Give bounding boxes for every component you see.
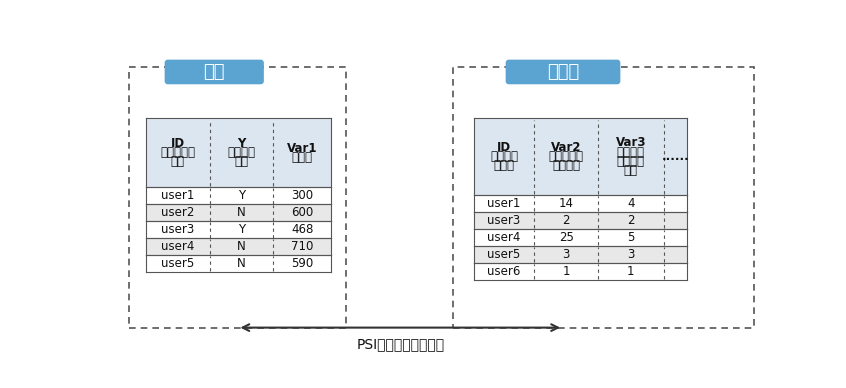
Text: 25: 25: [558, 231, 574, 244]
Text: 5: 5: [627, 231, 634, 244]
Bar: [146, 238, 332, 255]
Text: Y: Y: [238, 189, 245, 203]
Text: PSI技术匹配交集客户: PSI技术匹配交集客户: [356, 337, 444, 351]
Bar: [146, 187, 332, 204]
Text: user2: user2: [161, 206, 195, 219]
Text: Var3: Var3: [616, 137, 646, 149]
Text: user4: user4: [161, 240, 195, 253]
Text: N: N: [237, 206, 245, 219]
Text: user4: user4: [487, 231, 521, 244]
Text: 别号: 别号: [171, 156, 184, 168]
FancyBboxPatch shape: [506, 60, 620, 84]
Text: 次数: 次数: [624, 164, 638, 177]
Text: 590: 590: [291, 257, 313, 270]
Bar: [146, 204, 332, 221]
Bar: [474, 246, 687, 263]
Bar: [474, 212, 687, 229]
Text: 300: 300: [291, 189, 313, 203]
Text: N: N: [237, 240, 245, 253]
Text: 运营商: 运营商: [547, 63, 580, 81]
Text: 识别号: 识别号: [493, 159, 514, 172]
Text: ID: ID: [171, 137, 185, 150]
Bar: [146, 255, 332, 272]
Text: Y: Y: [238, 223, 245, 236]
Text: 4: 4: [627, 197, 634, 210]
Text: 近七天通话: 近七天通话: [548, 150, 584, 163]
Bar: [474, 118, 687, 195]
Text: user6: user6: [487, 265, 521, 278]
Text: 近三个月: 近三个月: [617, 146, 645, 159]
Text: user3: user3: [162, 223, 195, 236]
Text: 710: 710: [291, 240, 313, 253]
Text: 接入电话: 接入电话: [617, 155, 645, 168]
Bar: [146, 118, 332, 187]
Text: 客户唯一: 客户唯一: [490, 150, 518, 163]
Text: 14: 14: [558, 197, 574, 210]
Text: Var2: Var2: [551, 141, 581, 154]
FancyBboxPatch shape: [165, 60, 264, 84]
Text: ......: ......: [662, 150, 689, 163]
Text: Y: Y: [237, 137, 245, 150]
Text: 3: 3: [627, 248, 634, 261]
Bar: [453, 67, 754, 328]
Bar: [474, 229, 687, 246]
Text: user5: user5: [162, 257, 195, 270]
Text: N: N: [237, 257, 245, 270]
Bar: [474, 263, 687, 280]
Text: user1: user1: [161, 189, 195, 203]
Text: ID: ID: [497, 141, 511, 154]
Text: 2: 2: [627, 214, 634, 227]
Text: 600: 600: [291, 206, 313, 219]
Text: user1: user1: [487, 197, 521, 210]
Text: 客户唯一识: 客户唯一识: [161, 146, 195, 159]
Text: 平均时长: 平均时长: [552, 159, 580, 172]
Text: 3: 3: [563, 248, 570, 261]
Text: 标签: 标签: [234, 156, 249, 168]
Text: 1: 1: [627, 265, 634, 278]
Text: 信用分: 信用分: [292, 151, 313, 164]
Text: 是否逾期: 是否逾期: [228, 146, 255, 159]
Bar: [146, 221, 332, 238]
Text: Var1: Var1: [287, 142, 317, 155]
Text: 1: 1: [563, 265, 570, 278]
Text: 468: 468: [291, 223, 313, 236]
Text: user5: user5: [487, 248, 521, 261]
Text: user3: user3: [487, 214, 521, 227]
Text: 银行: 银行: [204, 63, 225, 81]
Text: 2: 2: [563, 214, 570, 227]
Bar: [129, 67, 346, 328]
Bar: [474, 195, 687, 212]
